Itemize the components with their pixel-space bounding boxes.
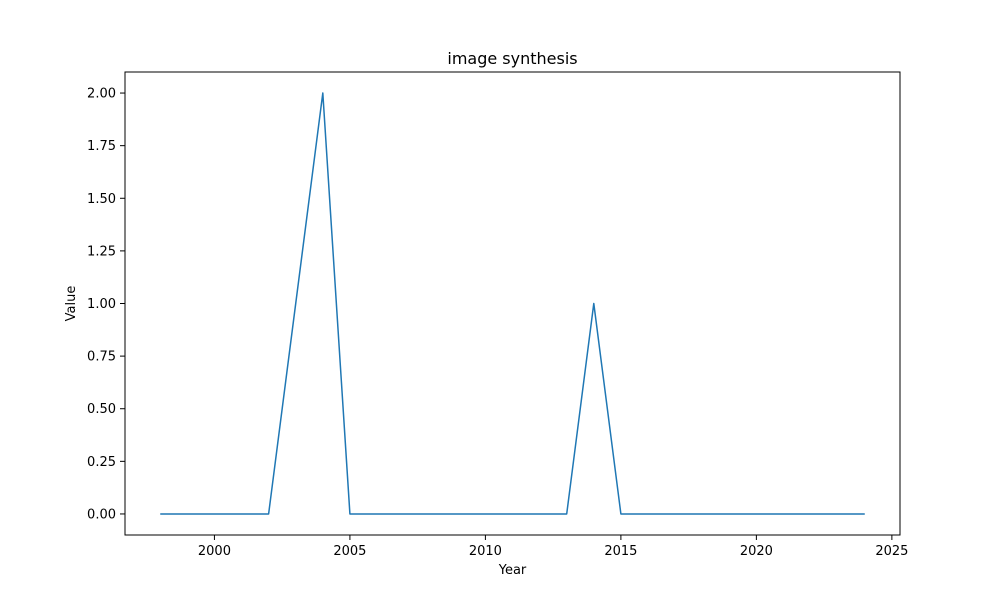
y-axis-ticks: 0.00 0.25 0.50 0.75 1.00 1.25 1.50 1.75 2.00 [87, 87, 125, 522]
x-tick-label: 2010 [469, 544, 502, 559]
x-axis-title: Year [498, 563, 527, 578]
y-tick-label: 0.75 [87, 350, 116, 365]
plot-frame [124, 71, 901, 536]
x-tick-label: 2005 [333, 544, 366, 559]
x-tick-label: 2015 [604, 544, 637, 559]
y-tick-label: 1.25 [87, 244, 116, 259]
series-layer [160, 92, 865, 515]
y-axis-title: Value [64, 286, 79, 322]
y-tick-label: 1.50 [87, 192, 116, 207]
x-tick-label: 2020 [740, 544, 773, 559]
y-tick-label: 1.00 [87, 297, 116, 312]
chart-title: image synthesis [447, 49, 577, 68]
y-tick-label: 0.25 [87, 455, 116, 470]
x-tick-label: 2025 [875, 544, 908, 559]
y-tick-label: 0.00 [87, 507, 116, 522]
y-tick-label: 1.75 [87, 139, 116, 154]
x-axis-ticks: 2000 2005 2010 2015 2020 2025 [198, 535, 908, 559]
y-tick-label: 0.50 [87, 402, 116, 417]
x-tick-label: 2000 [198, 544, 231, 559]
y-tick-label: 2.00 [87, 87, 116, 102]
series-line [160, 92, 865, 515]
